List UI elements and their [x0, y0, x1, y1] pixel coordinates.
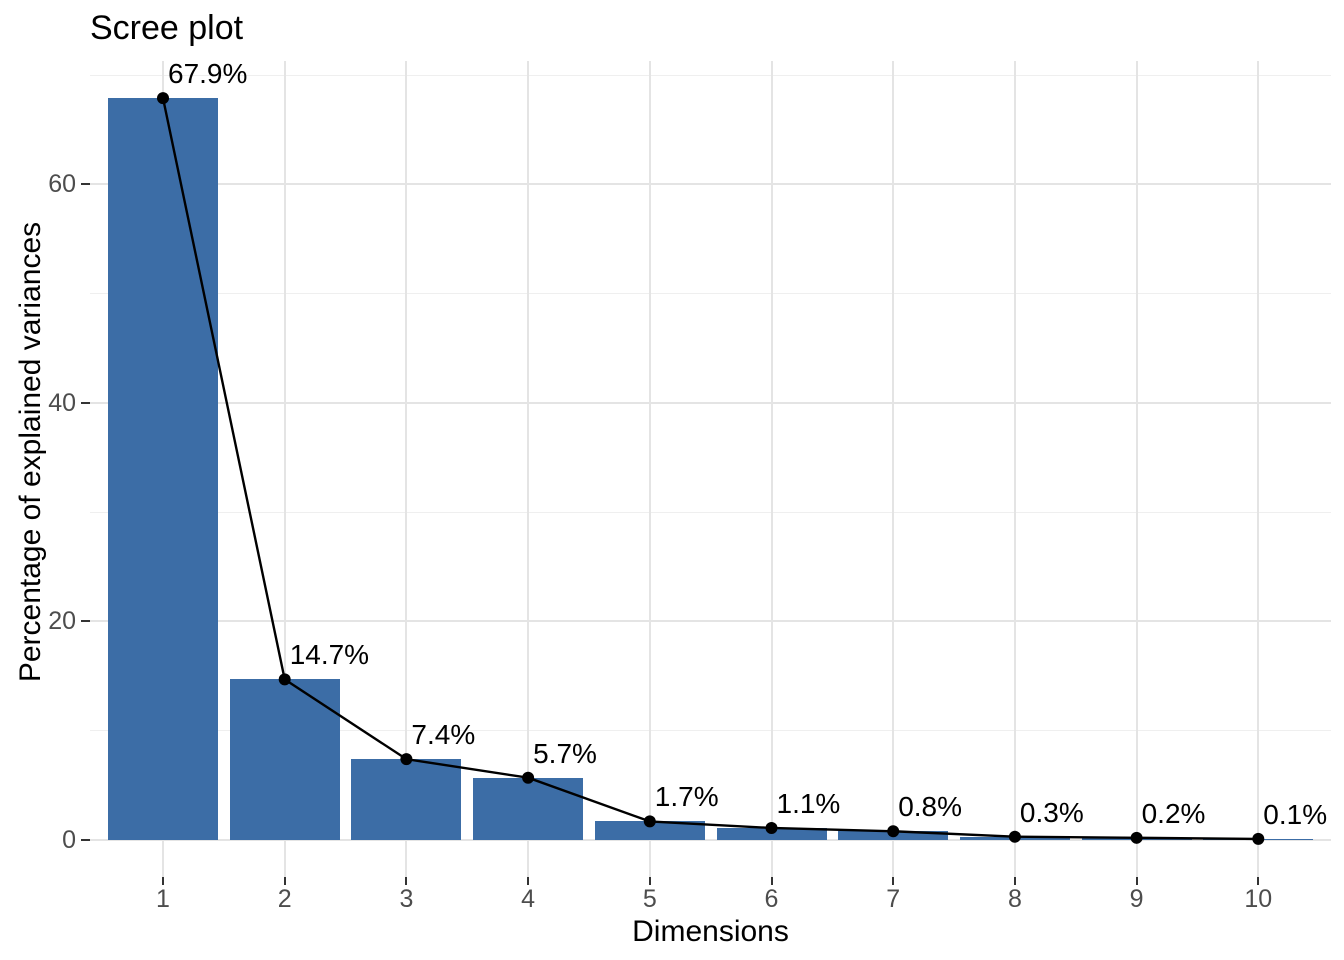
x-axis-tick [283, 877, 286, 885]
gridline-vertical [892, 61, 895, 877]
bar-dimension-3 [351, 759, 462, 840]
gridline-vertical [1135, 61, 1138, 877]
x-axis-tick [162, 877, 164, 885]
x-tick-label-10: 10 [1244, 885, 1273, 913]
gridline-minor [90, 293, 1331, 295]
value-label-3: 7.4% [411, 719, 476, 751]
y-tick-label-20: 20 [48, 607, 76, 636]
gridline-minor [90, 74, 1331, 76]
value-label-4: 5.7% [533, 737, 597, 769]
x-tick-label-2: 2 [277, 885, 292, 913]
value-label-5: 1.7% [654, 781, 719, 813]
gridline-vertical [405, 61, 408, 877]
bar-dimension-1 [108, 98, 218, 840]
x-tick-label-7: 7 [886, 885, 901, 913]
y-axis-tick [81, 839, 90, 841]
bar-dimension-7 [838, 831, 949, 840]
x-tick-label-3: 3 [399, 885, 414, 913]
x-tick-label-1: 1 [156, 885, 170, 913]
x-tick-label-5: 5 [642, 885, 657, 913]
gridline-vertical [648, 61, 651, 877]
value-label-10: 0.1% [1263, 798, 1328, 830]
bar-dimension-5 [594, 821, 705, 840]
value-label-8: 0.3% [1019, 796, 1084, 828]
value-label-7: 0.8% [898, 791, 963, 823]
y-axis-tick [81, 183, 90, 186]
x-axis-tick [770, 877, 773, 885]
plot-title: Scree plot [90, 9, 244, 47]
y-tick-label-60: 60 [48, 170, 76, 199]
x-axis-title: Dimensions [632, 915, 789, 948]
gridline-vertical [1013, 61, 1016, 877]
gridline-minor [90, 511, 1331, 513]
gridline-major [90, 183, 1331, 186]
x-tick-label-6: 6 [764, 885, 779, 913]
x-axis-tick [1013, 877, 1016, 885]
bar-dimension-6 [716, 827, 827, 840]
x-axis-tick [527, 877, 530, 885]
bar-dimension-9 [1081, 837, 1192, 840]
value-label-6: 1.1% [776, 787, 841, 819]
x-tick-label-9: 9 [1129, 885, 1144, 913]
bar-dimension-2 [229, 679, 340, 840]
x-axis-tick [892, 877, 895, 885]
bar-dimension-10 [1203, 838, 1314, 840]
gridline-major [90, 620, 1331, 623]
value-label-2: 14.7% [289, 639, 370, 671]
value-label-9: 0.2% [1141, 797, 1206, 829]
x-axis-tick [405, 877, 408, 885]
plot-panel: 67.9% 14.7% 7.4% 5.7% 1.7% 1.1% 0.8% 0.3% 0.2% 0.… [90, 58, 1331, 877]
gridline-vertical [1257, 61, 1260, 877]
bar-dimension-4 [473, 777, 584, 840]
gridline-vertical [770, 61, 773, 877]
value-label-1: 67.9% [168, 58, 248, 90]
x-tick-label-8: 8 [1007, 885, 1022, 913]
y-tick-label-0: 0 [62, 826, 76, 854]
x-axis-tick [1135, 877, 1138, 885]
x-axis-tick [648, 877, 651, 885]
x-axis-tick [1257, 877, 1260, 885]
y-axis-tick [81, 620, 90, 623]
y-axis-tick [81, 401, 90, 404]
x-tick-label-4: 4 [521, 885, 536, 913]
y-tick-label-40: 40 [48, 388, 76, 417]
bar-dimension-8 [959, 836, 1070, 840]
gridline-major [90, 401, 1331, 404]
gridline-vertical [527, 61, 530, 877]
